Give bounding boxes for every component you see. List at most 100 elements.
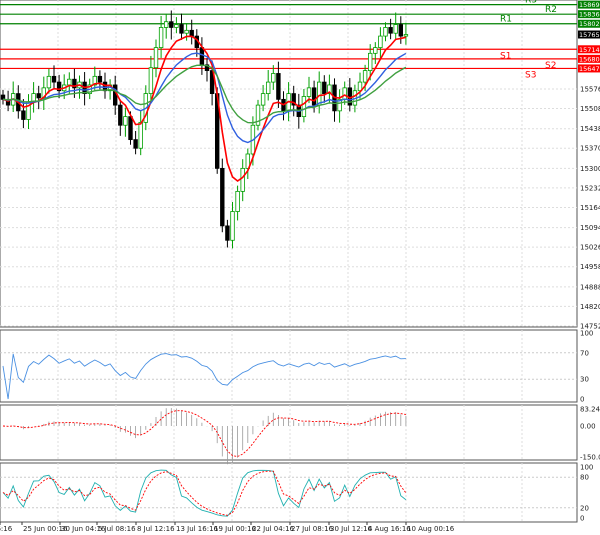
candle-body — [138, 121, 143, 149]
candle-body — [362, 70, 368, 83]
ma-slow-line — [2, 64, 407, 124]
y-tick-label: 14820.0 — [580, 303, 600, 311]
level-price-label: 15647.5 — [579, 65, 600, 73]
candle-body — [225, 225, 230, 241]
panel-frame-3 — [0, 462, 578, 523]
rsi-line — [2, 353, 406, 400]
x-tick-label: 5 Jul 08:16 — [98, 525, 136, 533]
level-price-box — [578, 54, 600, 63]
panel-frame-1 — [0, 329, 578, 403]
candle-body — [92, 75, 97, 86]
candle-body — [174, 24, 179, 28]
x-tick-label: 30 Jul 12:16 — [330, 525, 373, 533]
candle-body — [204, 64, 210, 71]
candle-body — [179, 24, 184, 34]
x-tick-label: 27 Jul 08:16 — [291, 525, 334, 533]
macd-tick-label: 0.00 — [580, 423, 596, 431]
level-name-R1: R1 — [500, 15, 512, 25]
x-tick-label: 10 Aug 00:16 — [407, 525, 455, 533]
candle-body — [220, 167, 225, 227]
candle-body — [388, 27, 393, 34]
x-tick-label: 4 Aug 16:16 — [368, 525, 411, 533]
candle-body — [383, 27, 388, 37]
y-tick-label: 14752.0 — [580, 322, 600, 330]
level-name-S3: S3 — [525, 70, 536, 80]
level-price-label: 15714.1 — [579, 46, 600, 54]
y-tick-label: 15300.0 — [580, 165, 600, 173]
ma-fast-line — [2, 35, 407, 183]
y-tick-label: 15094.0 — [580, 224, 600, 232]
level-name-R2: R2 — [545, 5, 557, 15]
candle-body — [21, 110, 26, 120]
candle-body — [133, 139, 138, 149]
level-price-box — [578, 0, 600, 9]
candle-body — [240, 167, 245, 192]
panel-frame-0 — [0, 0, 578, 328]
candle-body — [230, 211, 235, 241]
candle-body — [46, 75, 52, 89]
candle-body — [158, 27, 164, 48]
candle-body — [123, 116, 128, 126]
candle-body — [51, 75, 57, 83]
stoch-tick-label: 80 — [580, 474, 589, 482]
candle-body — [245, 153, 250, 169]
x-tick-label: 25 Jun 00:16 — [23, 525, 68, 533]
candle-body — [291, 93, 296, 106]
candle-body — [265, 81, 271, 95]
candle-body — [367, 52, 373, 71]
candle-body — [378, 35, 383, 48]
rsi-tick-label: 70 — [580, 349, 589, 357]
candle-body — [316, 81, 322, 106]
x-tick-label: 13 Jul 16:16 — [176, 525, 219, 533]
candle-body — [306, 87, 312, 97]
level-price-box — [578, 64, 600, 73]
level-name-S2: S2 — [545, 61, 556, 71]
candle-body — [169, 21, 174, 28]
current-price-box — [578, 30, 600, 39]
ma-mid-line — [2, 52, 407, 144]
y-tick-label: 15576.0 — [580, 86, 600, 94]
candle-body — [398, 24, 403, 37]
candle-body — [67, 78, 72, 86]
candle-body — [342, 87, 347, 100]
y-tick-label: 15508.0 — [580, 105, 600, 113]
candle-body — [97, 75, 103, 83]
level-price-box — [578, 45, 600, 54]
candle-body — [327, 84, 332, 95]
level-price-label: 15869.5 — [579, 1, 600, 9]
level-price-box — [578, 19, 600, 28]
level-price-label: 15680.8 — [579, 55, 600, 63]
candle-body — [373, 47, 378, 54]
candle-body — [153, 47, 159, 69]
stoch-signal-line — [2, 470, 407, 516]
candle-body — [118, 104, 123, 126]
x-tick-label: 19 Jul 00:16 — [214, 525, 257, 533]
macd-tick-label: 83.24 — [580, 405, 600, 413]
candle-body — [0, 94, 6, 100]
x-tick-label: 16:16 — [0, 525, 13, 533]
candle-body — [271, 73, 276, 83]
stoch-tick-label: 100 — [580, 464, 593, 472]
stoch-main-line — [2, 469, 407, 517]
y-tick-label: 15232.0 — [580, 184, 600, 192]
level-price-box — [578, 10, 600, 19]
level-price-label: 15836.2 — [579, 11, 600, 19]
candle-body — [72, 78, 77, 89]
x-tick-label: 22 Jul 04:16 — [252, 525, 295, 533]
y-tick-label: 15164.0 — [580, 204, 600, 212]
candle-body — [36, 93, 41, 99]
candle-body — [337, 98, 342, 112]
level-price-label: 15802.9 — [579, 20, 600, 28]
y-tick-label: 14958.0 — [580, 263, 600, 271]
panel-frame-2 — [0, 404, 578, 461]
rsi-tick-label: 30 — [580, 376, 589, 384]
candle-body — [209, 70, 215, 95]
stoch-tick-label: 0 — [580, 515, 584, 523]
rsi-tick-label: 0 — [580, 396, 584, 404]
candle-body — [301, 96, 307, 118]
candle-body — [199, 47, 205, 66]
y-tick-label: 15026.0 — [580, 244, 600, 252]
candle-body — [56, 81, 62, 92]
